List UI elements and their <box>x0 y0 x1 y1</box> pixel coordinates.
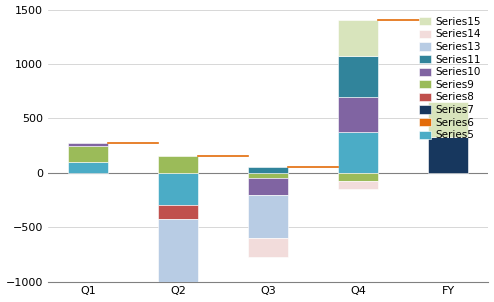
Bar <box>68 162 108 173</box>
Bar <box>338 132 378 173</box>
Bar <box>338 173 378 181</box>
Bar <box>248 238 288 257</box>
Bar <box>248 194 288 238</box>
Legend: Series15, Series14, Series13, Series11, Series10, Series9, Series8, Series7, Ser: Series15, Series14, Series13, Series11, … <box>417 15 483 142</box>
Bar <box>428 102 468 137</box>
Bar <box>248 178 288 194</box>
Bar <box>68 146 108 162</box>
Bar <box>338 21 378 56</box>
Bar <box>338 97 378 132</box>
Bar <box>248 167 288 173</box>
Bar <box>158 156 199 173</box>
Bar <box>338 181 378 189</box>
Bar <box>158 219 199 295</box>
Bar <box>158 205 199 219</box>
Bar <box>68 143 108 146</box>
Bar <box>338 56 378 97</box>
Bar <box>428 137 468 173</box>
Bar <box>248 173 288 178</box>
Bar <box>158 173 199 205</box>
